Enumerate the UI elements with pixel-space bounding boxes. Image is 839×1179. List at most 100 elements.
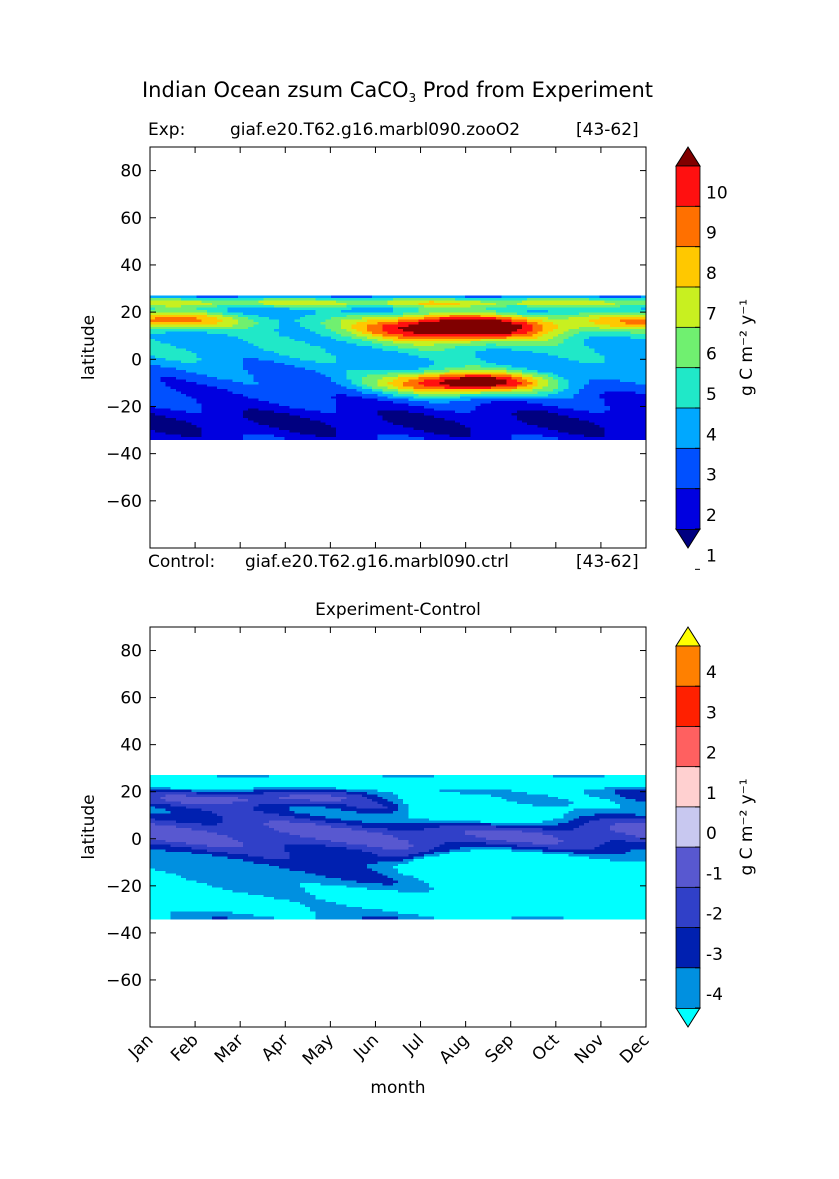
heatmap-cell: [532, 362, 539, 366]
heatmap-cell: [542, 305, 549, 309]
heatmap-cell: [237, 307, 244, 311]
heatmap-cell: [511, 309, 518, 313]
heatmap-cell: [522, 417, 528, 421]
heatmap-cell: [542, 338, 549, 342]
heatmap-cell: [403, 369, 409, 373]
heatmap-cell: [398, 405, 404, 409]
heatmap-cell: [413, 374, 420, 378]
heatmap-cell: [274, 336, 280, 340]
heatmap-cell: [305, 369, 311, 373]
heatmap-cell: [367, 305, 373, 309]
heatmap-cell: [558, 360, 564, 364]
heatmap-cell: [181, 336, 187, 340]
heatmap-cell: [227, 319, 234, 323]
heatmap-cell: [485, 343, 492, 347]
heatmap-cell: [542, 367, 549, 371]
heatmap-cell: [160, 389, 167, 393]
heatmap-cell: [237, 377, 244, 381]
heatmap-cell: [625, 367, 632, 371]
heatmap-cell: [527, 336, 533, 340]
heatmap-cell: [444, 319, 451, 323]
heatmap-cell: [454, 391, 461, 395]
heatmap-cell: [630, 355, 637, 359]
heatmap-cell: [429, 393, 435, 397]
heatmap-cell: [330, 295, 337, 299]
heatmap-cell: [501, 401, 508, 405]
heatmap-cell: [377, 410, 384, 414]
heatmap-cell: [372, 403, 378, 407]
heatmap-cell: [243, 381, 249, 385]
heatmap-cell: [408, 345, 415, 349]
heatmap-cell: [532, 305, 539, 309]
heatmap-cell: [604, 374, 611, 378]
heatmap-cell: [408, 408, 415, 412]
heatmap-cell: [222, 298, 229, 301]
heatmap-cell: [439, 413, 446, 417]
heatmap-cell: [589, 415, 595, 419]
heatmap-cell: [377, 365, 384, 369]
heatmap-cell: [491, 374, 497, 378]
heatmap-cell: [465, 309, 471, 313]
heatmap-cell: [413, 319, 420, 323]
heatmap-cell: [522, 410, 528, 414]
heatmap-cell: [170, 415, 177, 419]
heatmap-cell: [444, 410, 451, 414]
heatmap-cell: [630, 405, 637, 409]
heatmap-cell: [392, 372, 399, 376]
heatmap-cell: [289, 384, 296, 388]
heatmap-cell: [522, 357, 528, 361]
heatmap-cell: [403, 348, 409, 352]
heatmap-cell: [351, 398, 358, 402]
heatmap-cell: [253, 401, 260, 405]
heatmap-cell: [181, 355, 187, 359]
heatmap-cell: [578, 338, 585, 342]
heatmap-cell: [553, 369, 559, 373]
heatmap-cell: [491, 353, 497, 357]
heatmap-cell: [336, 374, 342, 378]
heatmap-cell: [413, 300, 420, 304]
heatmap-cell: [305, 386, 311, 390]
heatmap-cell: [403, 381, 409, 385]
heatmap-cell: [201, 345, 208, 349]
heatmap-cell: [589, 357, 595, 361]
heatmap-cell: [196, 305, 203, 309]
heatmap-cell: [382, 360, 389, 364]
heatmap-cell: [403, 338, 409, 342]
heatmap-cell: [449, 389, 456, 393]
heatmap-cell: [429, 302, 435, 306]
heatmap-cell: [470, 408, 477, 412]
heatmap-cell: [434, 365, 440, 369]
heatmap-cell: [232, 355, 239, 359]
heatmap-cell: [491, 360, 497, 364]
heatmap-cell: [284, 348, 291, 352]
heatmap-cell: [377, 374, 384, 378]
heatmap-cell: [630, 398, 637, 402]
heatmap-cell: [434, 381, 440, 385]
heatmap-cell: [609, 410, 616, 414]
heatmap-cell: [511, 398, 518, 402]
heatmap-cell: [480, 348, 487, 352]
heatmap-cell: [640, 353, 647, 357]
heatmap-cell: [532, 345, 539, 349]
heatmap-cell: [346, 365, 353, 369]
heatmap-cell: [620, 312, 626, 316]
heatmap-cell: [444, 331, 451, 335]
heatmap-cell: [351, 357, 358, 361]
heatmap-cell: [630, 403, 637, 407]
heatmap-cell: [527, 331, 533, 335]
heatmap-cell: [403, 333, 409, 337]
heatmap-cell: [429, 415, 435, 419]
heatmap-cell: [232, 398, 239, 402]
heatmap-cell: [310, 317, 316, 321]
heatmap-cell: [150, 319, 156, 323]
heatmap-cell: [594, 312, 601, 316]
heatmap-cell: [150, 408, 156, 412]
heatmap-cell: [625, 309, 632, 313]
heatmap-cell: [155, 381, 161, 385]
heatmap-cell: [501, 379, 508, 383]
heatmap-cell: [196, 408, 203, 412]
heatmap-cell: [485, 374, 492, 378]
heatmap-cell: [150, 298, 156, 301]
heatmap-cell: [480, 374, 487, 378]
heatmap-cell: [439, 391, 446, 395]
